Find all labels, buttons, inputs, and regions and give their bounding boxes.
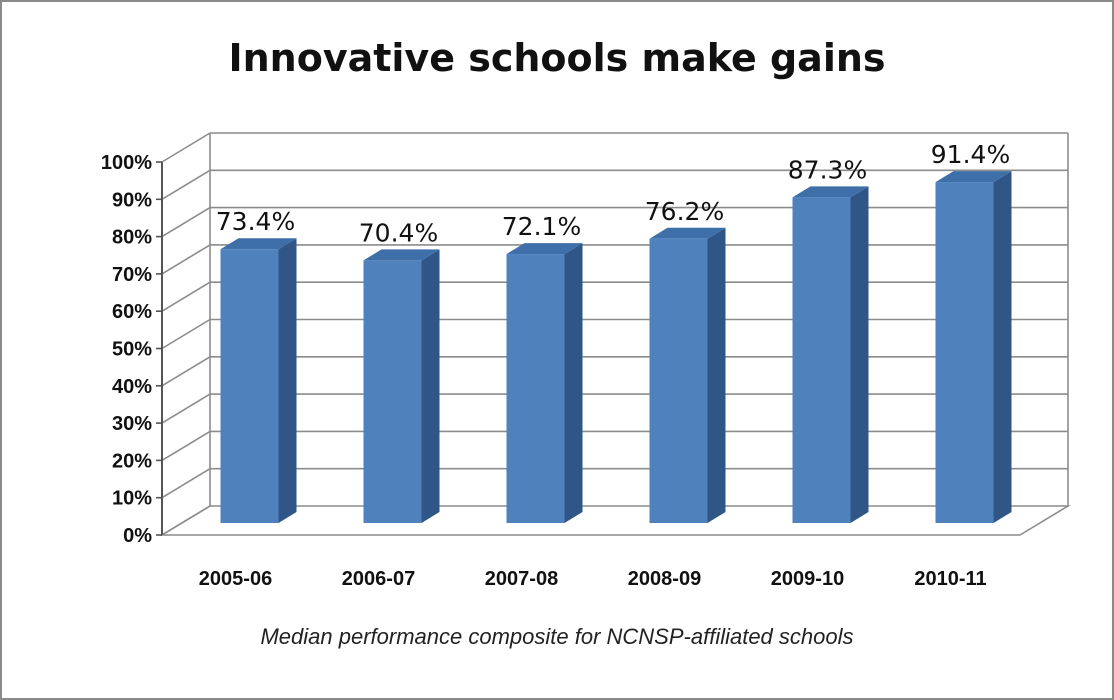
chart-title: Innovative schools make gains	[228, 36, 886, 80]
y-tick-label: 60%	[112, 301, 152, 323]
x-tick-label: 2009-10	[771, 568, 844, 590]
data-label: 73.4%	[216, 207, 295, 236]
y-tick-label: 100%	[101, 152, 152, 174]
bar-top	[363, 249, 440, 261]
side-wall-line	[161, 281, 211, 312]
bar	[792, 197, 851, 523]
y-tick-label: 0%	[123, 525, 152, 547]
x-tick-label: 2005-06	[199, 568, 272, 590]
bar-side	[278, 238, 297, 523]
bar	[220, 249, 279, 523]
y-tick-label: 20%	[112, 450, 152, 472]
side-wall-line	[161, 206, 211, 238]
bar	[363, 260, 422, 523]
side-wall-line	[161, 132, 211, 163]
side-wall-line	[161, 393, 211, 424]
x-tick-label: 2007-08	[485, 568, 558, 590]
chart-caption: Median performance composite for NCNSP-a…	[260, 624, 854, 649]
y-tick-label: 80%	[112, 227, 152, 249]
data-label: 76.2%	[645, 197, 724, 226]
bar-side	[850, 186, 869, 523]
side-wall-line	[161, 169, 211, 200]
x-tick-label: 2008-09	[628, 568, 701, 590]
floor	[159, 505, 1071, 536]
bar	[506, 254, 565, 523]
side-wall-line	[161, 468, 211, 499]
data-label: 87.3%	[788, 155, 867, 184]
side-wall-line	[161, 356, 211, 387]
side-wall-line	[161, 244, 211, 275]
bar-side	[564, 243, 583, 523]
y-tick-label: 40%	[112, 376, 152, 398]
bar-side	[707, 227, 726, 524]
x-tick-label: 2006-07	[342, 568, 415, 590]
side-wall-line	[161, 430, 211, 462]
data-label: 91.4%	[931, 140, 1010, 169]
bar-top	[935, 171, 1012, 183]
y-tick-label: 10%	[112, 488, 152, 510]
bar-top	[506, 243, 583, 255]
x-tick-label: 2010-11	[914, 568, 986, 590]
y-tick-label: 30%	[112, 413, 152, 435]
bar-top	[649, 227, 726, 239]
bar	[649, 238, 708, 524]
bar	[935, 182, 994, 523]
y-tick-label: 70%	[112, 264, 152, 286]
bar-top	[792, 186, 869, 198]
y-tick-label: 90%	[112, 189, 152, 211]
bar-side	[421, 249, 440, 523]
side-wall-line	[161, 318, 211, 350]
y-tick-label: 50%	[112, 339, 152, 361]
bar-top	[220, 238, 297, 250]
data-label: 70.4%	[359, 218, 438, 247]
bar-side	[993, 171, 1012, 523]
data-label: 72.1%	[502, 212, 581, 241]
